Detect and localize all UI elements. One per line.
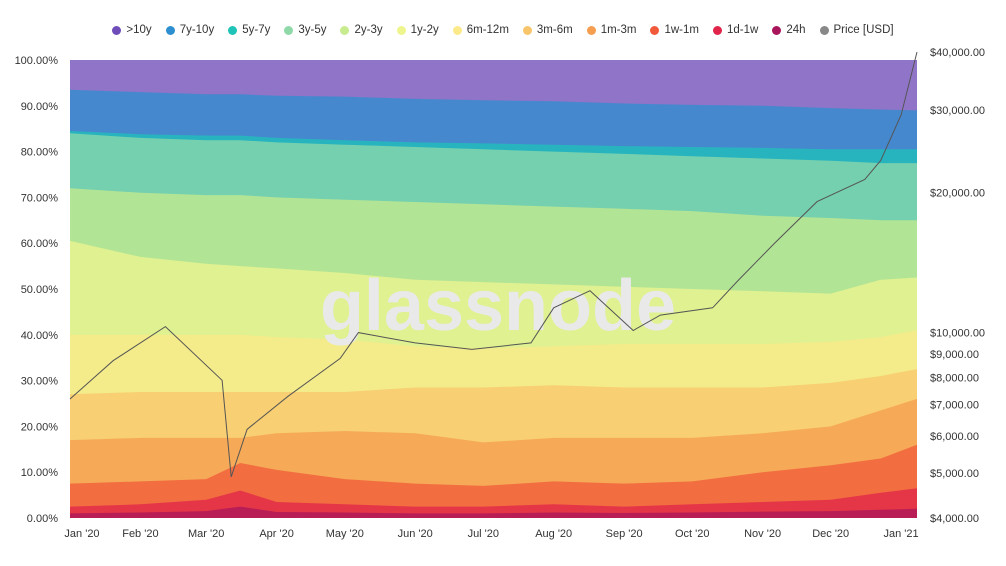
legend-item[interactable]: 1y-2y [396,24,439,36]
x-tick-label: Feb '20 [122,528,158,540]
y-left-tick-label: 40.00% [21,330,59,342]
legend-item[interactable]: 2y-3y [340,24,383,36]
x-tick-label: Aug '20 [535,528,572,540]
y-right-tick-label: $6,000.00 [930,431,979,443]
legend-marker [228,25,238,35]
legend-item[interactable]: 7y-10y [165,24,215,36]
x-tick-label: May '20 [326,528,364,540]
y-left-tick-label: 80.00% [21,147,59,159]
x-tick-label: Dec '20 [812,528,849,540]
legend-label: 1d-1w [726,24,759,36]
area-1w-1m [70,444,917,518]
legend-label: 5y-7y [242,24,271,36]
area-1d-1w [70,488,917,518]
y-left-tick-label: 70.00% [21,192,59,204]
legend-marker [284,25,294,35]
x-tick-label: Sep '20 [606,528,643,540]
x-tick-label: Mar '20 [188,528,224,540]
x-tick-label: Jun '20 [398,528,433,540]
legend-label: 1w-1m [664,24,699,36]
price-series [69,51,918,478]
y-axis-right: $4,000.00 $5,000.00 $6,000.00 $7,000.00 $8,0… [930,47,985,525]
legend-label: 1m-3m [600,24,637,36]
legend-label: Price [USD] [833,24,894,36]
legend-label: 24h [786,24,806,36]
x-tick-label: Jan '20 [64,528,99,540]
legend-item[interactable]: 24h [772,24,806,36]
legend-label: 2y-3y [354,24,383,36]
legend-item[interactable]: 1d-1w [712,24,759,36]
legend-marker [452,25,462,35]
x-tick-label: Jul '20 [468,528,499,540]
x-tick-label: Nov '20 [744,528,781,540]
legend-marker [112,25,122,35]
legend-label: >10y [126,24,152,36]
y-right-tick-label: $5,000.00 [930,468,979,480]
x-tick-label: Jan '21 [884,528,919,540]
legend-marker [819,25,829,35]
legend-marker [586,25,596,35]
stacked-areas [70,60,917,519]
y-left-tick-label: 30.00% [21,376,59,388]
y-left-tick-label: 20.00% [21,421,59,433]
y-right-tick-label: $8,000.00 [930,373,979,385]
area-24h [70,506,917,518]
legend-label: 1y-2y [410,24,439,36]
legend-label: 6m-12m [466,24,509,36]
y-right-tick-label: $20,000.00 [930,187,985,199]
legend-marker [712,25,722,35]
y-left-tick-label: 50.00% [21,284,59,296]
legend-item[interactable]: 6m-12m [452,24,509,36]
y-left-tick-label: 60.00% [21,238,59,250]
chart-legend: >10y 7y-10y 5y-7y 3y-5y 2y-3y 1y-2y 6m-12m 3m-6… [0,24,1006,36]
legend-label: 3m-6m [536,24,573,36]
legend-label: 7y-10y [179,24,215,36]
y-right-tick-label: $40,000.00 [930,47,985,59]
legend-item[interactable]: 1m-3m [586,24,637,36]
y-left-tick-label: 90.00% [21,101,59,113]
legend-label: 3y-5y [298,24,327,36]
x-tick-label: Oct '20 [675,528,710,540]
legend-item[interactable]: 1w-1m [650,24,699,36]
y-axis-left: 0.00% 10.00% 20.00% 30.00% 40.00% 50.00% 60.00… [15,55,59,525]
legend-marker [396,25,406,35]
y-left-tick-label: 100.00% [15,55,59,67]
y-right-tick-label: $30,000.00 [930,105,985,117]
x-axis: Jan '20 Feb '20 Mar '20 Apr '20 May '20 Jun '… [64,528,918,540]
legend-item[interactable]: 3y-5y [284,24,326,36]
y-right-tick-label: $7,000.00 [930,400,979,412]
watermark: glassnode [320,266,676,346]
legend-marker [165,25,175,35]
legend-item[interactable]: Price [USD] [819,24,894,36]
legend-marker [650,25,660,35]
y-right-tick-label: $4,000.00 [930,513,979,525]
y-right-tick-label: $9,000.00 [930,349,979,361]
legend-item[interactable]: >10y [112,24,152,36]
price-line [69,51,918,478]
y-right-tick-label: $10,000.00 [930,328,985,340]
legend-item[interactable]: 3m-6m [522,24,573,36]
y-left-tick-label: 0.00% [27,513,58,525]
y-left-tick-label: 10.00% [21,467,59,479]
legend-item[interactable]: 5y-7y [228,24,270,36]
legend-marker [340,25,350,35]
legend-marker [772,25,782,35]
x-tick-label: Apr '20 [259,528,294,540]
legend-marker [522,25,532,35]
